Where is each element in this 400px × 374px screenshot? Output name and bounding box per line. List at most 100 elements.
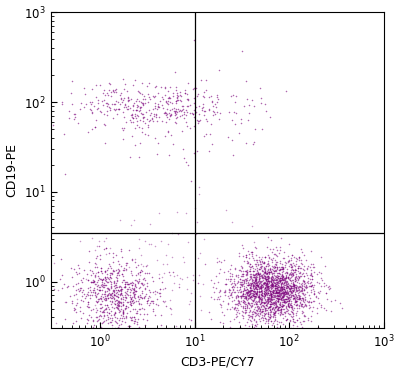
Point (136, 108, 142, 114)
Point (288, 283, 294, 289)
Point (267, 114, 274, 120)
Point (318, 254, 324, 260)
Point (266, 287, 272, 293)
Point (253, 300, 259, 306)
Point (296, 270, 302, 276)
Point (264, 282, 271, 288)
Point (272, 261, 278, 267)
Point (110, 88, 116, 94)
Point (71, 266, 78, 272)
Point (295, 264, 301, 270)
Point (130, 115, 136, 121)
Point (245, 299, 252, 305)
Point (191, 123, 198, 129)
Point (288, 283, 295, 289)
Point (267, 314, 273, 320)
Point (216, 258, 223, 264)
Point (124, 260, 130, 266)
Point (117, 288, 124, 294)
Point (274, 253, 280, 259)
Point (87, 267, 93, 273)
Point (134, 96, 140, 102)
Point (239, 48, 246, 54)
Point (144, 83, 150, 89)
Point (92, 281, 98, 287)
Point (100, 307, 107, 313)
Point (245, 282, 251, 288)
Point (92, 260, 98, 266)
Point (216, 270, 222, 276)
Point (254, 257, 260, 263)
Point (287, 336, 294, 342)
Point (29, 94, 36, 100)
Point (290, 267, 296, 273)
Point (294, 298, 300, 304)
Point (258, 297, 264, 303)
Point (307, 264, 313, 270)
Point (290, 307, 296, 313)
Point (279, 304, 285, 310)
Point (127, 314, 134, 320)
Point (46, 251, 53, 257)
Point (176, 108, 182, 114)
Point (173, 108, 179, 114)
Point (273, 264, 280, 270)
Point (268, 290, 274, 296)
Point (272, 283, 278, 289)
Point (272, 275, 278, 281)
Point (297, 265, 303, 271)
Point (270, 267, 276, 273)
Point (123, 290, 130, 296)
Point (282, 289, 288, 295)
Point (140, 116, 146, 122)
Point (311, 269, 317, 275)
Point (128, 270, 134, 276)
Point (280, 291, 287, 297)
Point (113, 297, 120, 303)
Point (271, 277, 278, 283)
Point (298, 302, 304, 308)
Point (115, 301, 122, 307)
Point (249, 253, 255, 259)
Point (133, 107, 140, 113)
Point (261, 291, 267, 297)
Point (252, 309, 258, 315)
Point (280, 265, 287, 271)
Point (275, 289, 281, 295)
Point (236, 298, 242, 304)
Point (203, 77, 210, 83)
Point (265, 318, 271, 324)
Point (318, 304, 324, 310)
Point (283, 285, 290, 291)
Point (274, 291, 281, 297)
Point (252, 275, 258, 280)
Point (257, 258, 263, 264)
Point (283, 296, 289, 302)
Point (76, 270, 82, 276)
Point (184, 96, 190, 102)
Point (259, 293, 265, 299)
Point (264, 283, 271, 289)
Point (108, 341, 114, 347)
Point (257, 259, 263, 265)
Point (260, 260, 267, 266)
Point (258, 256, 264, 262)
Point (176, 280, 183, 286)
Point (248, 289, 254, 295)
Point (247, 294, 253, 300)
Point (291, 269, 297, 275)
Point (338, 305, 345, 311)
Point (293, 255, 299, 261)
Point (260, 268, 266, 274)
Point (117, 101, 123, 107)
Point (278, 284, 284, 290)
Point (277, 295, 284, 301)
Point (265, 278, 271, 284)
Point (277, 266, 284, 272)
Point (120, 313, 126, 319)
Point (287, 261, 293, 267)
Point (222, 287, 228, 293)
Point (266, 295, 272, 301)
Point (98, 282, 104, 288)
Point (120, 128, 126, 134)
